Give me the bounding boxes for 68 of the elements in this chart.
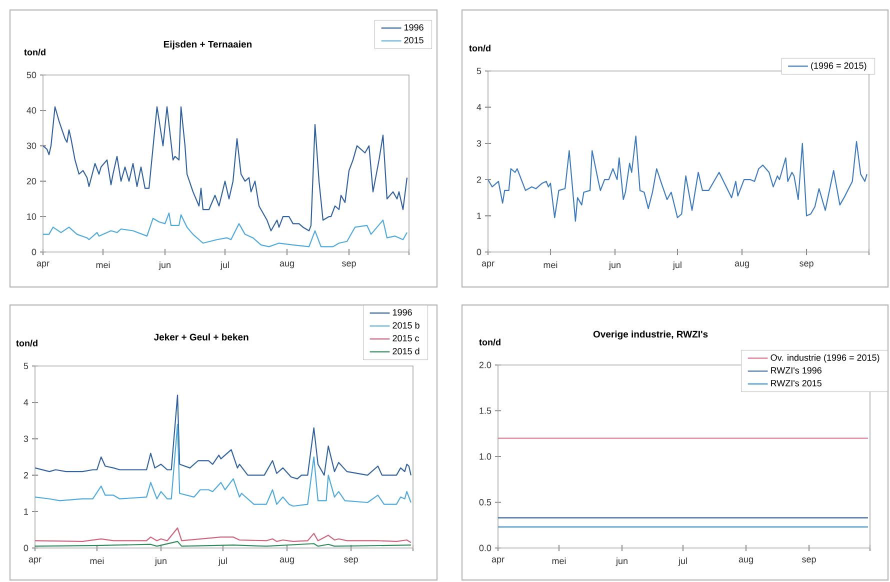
y-tick-label: 3: [476, 140, 482, 147]
x-tick-label: aug: [738, 558, 753, 564]
legend-label: 2015 d: [392, 348, 420, 354]
y-tick-label: 0: [476, 248, 482, 256]
y-tick-label: 40: [26, 107, 36, 114]
legend-label: 1996: [404, 24, 424, 31]
y-tick-label: 10: [27, 213, 36, 220]
x-tick-label: mei: [90, 558, 104, 564]
x-tick-label: jul: [218, 558, 227, 566]
x-tick-label: mei: [552, 558, 566, 564]
x-tick-label: jun: [608, 262, 620, 270]
x-tick-label: aug: [734, 262, 749, 268]
y-tick-label: 3: [24, 436, 28, 442]
y-tick-label: 50: [26, 72, 36, 78]
x-tick-label: jun: [154, 558, 166, 566]
x-tick-label: jul: [672, 262, 682, 270]
y-axis-title: ton/d: [479, 338, 500, 346]
x-tick-label: apr: [36, 262, 50, 268]
legend-label: 1996: [392, 309, 412, 316]
x-tick-label: jul: [220, 262, 229, 270]
y-tick-label: 2: [24, 472, 28, 478]
y-tick-label: 4: [476, 104, 482, 110]
y-tick-label: 4: [24, 399, 28, 406]
y-tick-label: 0.5: [479, 499, 492, 506]
y-tick-label: 20: [26, 178, 36, 184]
x-tick-label: sep: [344, 558, 358, 564]
x-tick-label: jun: [616, 558, 628, 566]
x-tick-label: apr: [28, 558, 42, 564]
x-tick-label: jun: [158, 262, 170, 270]
chart-title: Jeker + Geul + beken: [154, 333, 248, 340]
chart-title: Eijsden + Ternaaien: [164, 40, 252, 50]
y-tick-label: 2: [476, 176, 482, 183]
legend-label: (1996 = 2015): [811, 62, 866, 71]
y-tick-label: 0.0: [479, 544, 492, 552]
legend-label: 2015: [404, 36, 424, 44]
line-series: [43, 212, 408, 248]
y-axis-title: ton/d: [469, 44, 490, 52]
y-tick-label: 0: [32, 248, 36, 256]
legend-label: Ov. industrie (1996 = 2015): [770, 354, 880, 363]
legend-label: 2015 b: [392, 322, 420, 329]
legend-label: RWZI's 2015: [771, 380, 822, 386]
x-tick-label: aug: [280, 558, 294, 564]
line-series: [35, 394, 412, 480]
y-tick-label: 0: [24, 544, 28, 552]
x-tick-label: apr: [482, 262, 494, 268]
y-tick-label: 1: [477, 212, 482, 219]
x-tick-label: sep: [342, 262, 356, 268]
x-tick-label: jul: [678, 558, 687, 566]
x-tick-label: mei: [544, 262, 558, 268]
line-series: [35, 527, 412, 544]
y-tick-label: 1.5: [480, 408, 492, 414]
y-tick-label: 5: [476, 68, 482, 74]
line-series: [35, 424, 412, 507]
x-tick-label: apr: [492, 558, 504, 564]
x-tick-label: sep: [800, 262, 814, 268]
y-axis-title: ton/d: [16, 340, 38, 346]
x-tick-label: sep: [802, 558, 816, 564]
y-tick-label: 1: [24, 508, 28, 515]
y-tick-label: 1.0: [480, 453, 492, 460]
chart-title: Overige industrie, RWZI's: [593, 330, 708, 340]
legend-label: 2015 c: [392, 335, 420, 342]
y-tick-label: 30: [26, 142, 36, 149]
y-tick-label: 2.0: [479, 362, 492, 368]
y-axis-title: ton/d: [24, 48, 46, 56]
x-tick-label: mei: [96, 262, 110, 268]
legend-label: RWZI's 1996: [771, 367, 822, 374]
y-tick-label: 5: [24, 362, 28, 370]
x-tick-label: aug: [280, 262, 294, 268]
